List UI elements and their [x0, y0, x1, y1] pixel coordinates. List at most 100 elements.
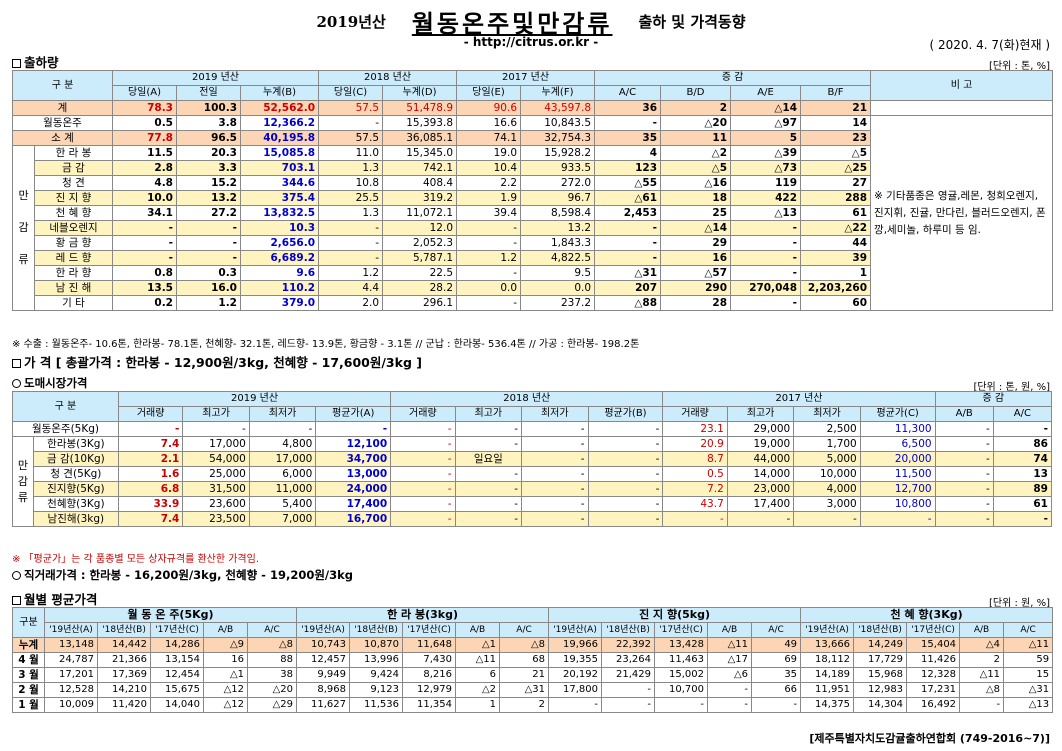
cell: 19,000: [726, 436, 795, 452]
side-char: 감: [18, 221, 29, 234]
cell: 3.3: [176, 160, 241, 176]
cell: △88: [594, 295, 662, 311]
row-label: 1 월: [12, 697, 45, 713]
cell: 25.5: [318, 190, 384, 206]
section-shipment-unit: [단위 : 톤, %]: [989, 61, 1050, 72]
site-url[interactable]: - http://citrus.or.kr -: [463, 35, 599, 49]
cell: △2: [660, 145, 732, 161]
cell: 44: [800, 235, 872, 251]
row-label: 금 감(10Kg): [32, 451, 119, 467]
cell: 6.8: [117, 481, 184, 497]
cell: 10,800: [859, 496, 936, 512]
cell: -: [654, 697, 709, 713]
cell: 15,002: [654, 667, 709, 683]
cell: 19,966: [548, 637, 603, 653]
section-shipment-title: 출하량: [12, 52, 59, 71]
cell: △13: [730, 205, 802, 221]
side-text: 만감류: [17, 458, 28, 504]
cell: 13.2: [176, 190, 241, 206]
row-label: 2 월: [12, 682, 45, 698]
subheader: '17년산(C): [150, 622, 204, 638]
cell: 4.8: [112, 175, 177, 191]
cell: 933.5: [520, 160, 596, 176]
checkbox-icon: [12, 359, 21, 368]
cell: 375.4: [239, 190, 320, 206]
header-2017: 2017 년산: [662, 391, 936, 407]
cell: △4: [959, 637, 1005, 653]
cell: 68: [499, 652, 550, 668]
cell: 14,040: [150, 697, 204, 713]
subheader-10: B/F: [800, 85, 872, 101]
report-date: ( 2020. 4. 7(화)현재 ): [929, 38, 1050, 52]
cell: -: [662, 511, 728, 527]
cell: 2.0: [318, 295, 384, 311]
cell: △14: [660, 220, 732, 236]
cell: 4,800: [248, 436, 317, 452]
cell: 4: [594, 145, 662, 161]
cell: △2: [455, 682, 501, 698]
subheader-9: A/E: [730, 85, 802, 101]
cell: 1: [800, 265, 872, 281]
subheader-8: 거래량: [662, 406, 728, 422]
cell: 27.2: [176, 205, 241, 221]
cell: 32,754.3: [520, 130, 596, 146]
cell: 422: [730, 190, 802, 206]
cell: 14,249: [853, 637, 908, 653]
cell: -: [176, 220, 241, 236]
table-row: 4 월 24,787 21,366 13,154 16 88 12,457 13,996 7,4…: [12, 652, 1054, 668]
row-label: 소 계: [12, 130, 113, 146]
cell: 13,996: [349, 652, 404, 668]
header-2019: 2019 년산: [117, 391, 392, 407]
cell: 49: [751, 637, 802, 653]
cell: -: [315, 421, 392, 437]
cell: -: [182, 421, 250, 437]
subheader-1: 최고가: [182, 406, 250, 422]
cell: △13: [1003, 697, 1054, 713]
cell: △20: [246, 682, 298, 698]
cell: 408.4: [382, 175, 458, 191]
cell: 86: [992, 436, 1053, 452]
remarks-cell: [870, 100, 1054, 116]
cell: -: [318, 235, 384, 251]
cell: 319.2: [382, 190, 458, 206]
cell: 23,000: [726, 481, 795, 497]
cell: 51,478.9: [382, 100, 458, 116]
cell: 2,052.3: [382, 235, 458, 251]
cell: 6,689.2: [239, 250, 320, 266]
title-main: 월동온주및만감류: [411, 10, 613, 38]
cell: 15,085.8: [239, 145, 320, 161]
side-char: 만: [18, 189, 29, 202]
subheader: '17년산(C): [402, 622, 457, 638]
cell: -: [934, 511, 994, 527]
section-wholesale-title: 도매시장가격: [12, 375, 87, 391]
cell: 96.5: [176, 130, 241, 146]
cell: 17,201: [44, 667, 98, 683]
cell: 15,393.8: [382, 115, 458, 131]
cell: 6: [455, 667, 501, 683]
subheader-2: 누계(B): [239, 85, 320, 101]
cell: 8.7: [662, 451, 728, 467]
cell: △31: [499, 682, 550, 698]
cell: △61: [594, 190, 662, 206]
table-row: 3 월 17,201 17,369 12,454 △1 38 9,949 9,424 8,216…: [12, 667, 1054, 683]
cell: 21,366: [97, 652, 151, 668]
cell: 742.1: [382, 160, 458, 176]
cell: 16.6: [456, 115, 522, 131]
cell: -: [456, 265, 522, 281]
row-label: 천 혜 향: [34, 205, 113, 221]
row-label: 한 라 봉: [34, 145, 113, 161]
cell: △1: [203, 667, 248, 683]
circle-bullet-icon: [12, 379, 21, 388]
cell: 13.5: [112, 280, 177, 296]
cell: 18: [660, 190, 732, 206]
cell: 10,009: [44, 697, 98, 713]
cell: -: [934, 451, 994, 467]
cell: -: [318, 250, 384, 266]
cell: 14,442: [97, 637, 151, 653]
cell: 16.0: [176, 280, 241, 296]
cell: 34,700: [315, 451, 392, 467]
cell: 296.1: [382, 295, 458, 311]
cell: -: [318, 220, 384, 236]
cell: 21: [800, 100, 872, 116]
